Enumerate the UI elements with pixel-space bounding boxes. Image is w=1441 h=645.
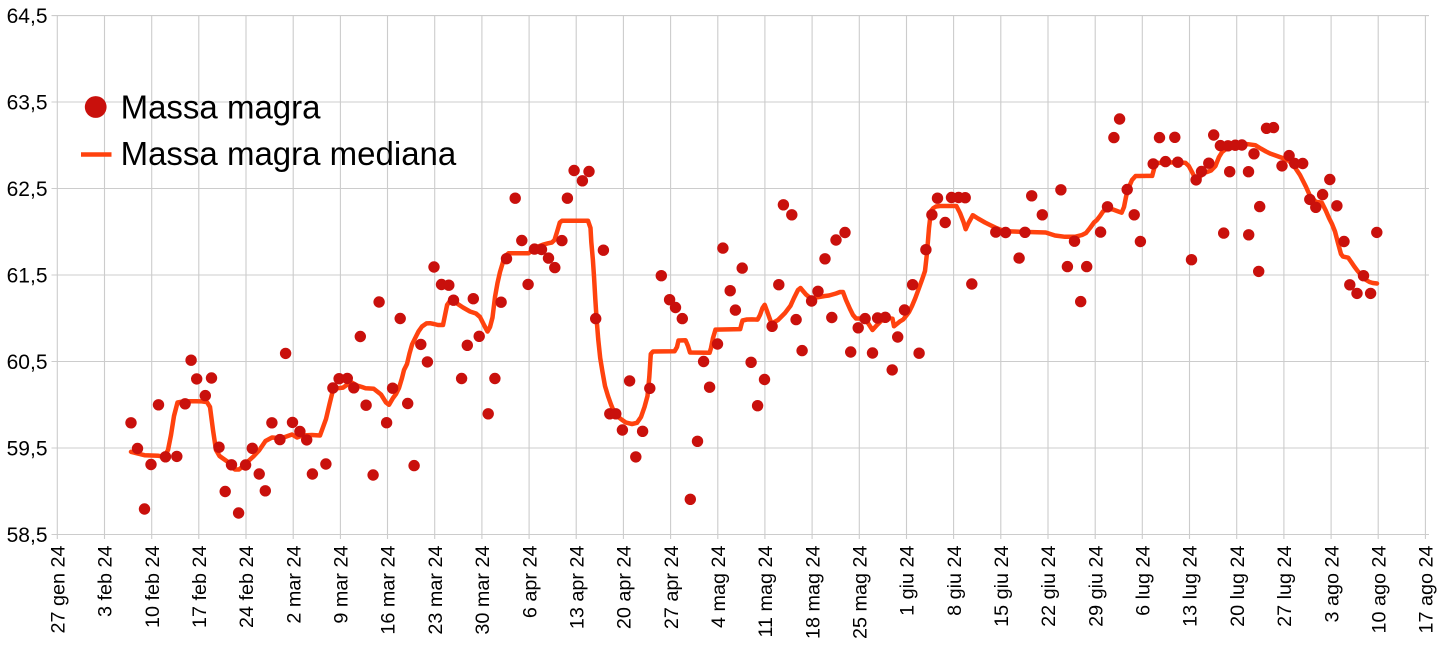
svg-text:9 mar 24: 9 mar 24 (331, 546, 353, 624)
svg-text:10 feb 24: 10 feb 24 (142, 546, 164, 629)
svg-text:24 feb 24: 24 feb 24 (236, 546, 258, 629)
svg-text:60,5: 60,5 (7, 351, 48, 374)
svg-text:13 lug 24: 13 lug 24 (1180, 546, 1202, 627)
svg-text:1 giu 24: 1 giu 24 (897, 546, 919, 616)
svg-text:29 giu 24: 29 giu 24 (1085, 546, 1107, 627)
svg-text:27 apr 24: 27 apr 24 (661, 546, 683, 630)
svg-text:6 lug 24: 6 lug 24 (1133, 546, 1155, 616)
svg-text:20 lug 24: 20 lug 24 (1227, 546, 1249, 627)
svg-text:61,5: 61,5 (7, 265, 48, 288)
svg-text:13 apr 24: 13 apr 24 (566, 546, 588, 630)
svg-text:2 mar 24: 2 mar 24 (283, 546, 305, 624)
svg-text:16 mar 24: 16 mar 24 (378, 546, 400, 635)
svg-text:Massa magra: Massa magra (121, 88, 322, 125)
svg-text:3 ago 24: 3 ago 24 (1321, 546, 1343, 623)
svg-text:18 mag 24: 18 mag 24 (802, 546, 824, 639)
svg-text:11 mag 24: 11 mag 24 (755, 546, 777, 638)
svg-text:3 feb 24: 3 feb 24 (95, 546, 117, 618)
svg-text:64,5: 64,5 (7, 5, 48, 28)
svg-text:20 apr 24: 20 apr 24 (614, 546, 636, 630)
svg-text:30 mar 24: 30 mar 24 (472, 546, 494, 635)
svg-text:25 mag 24: 25 mag 24 (850, 546, 872, 639)
svg-text:58,5: 58,5 (7, 524, 48, 547)
svg-text:15 giu 24: 15 giu 24 (991, 546, 1013, 627)
svg-text:59,5: 59,5 (7, 438, 48, 461)
svg-text:10 ago 24: 10 ago 24 (1368, 546, 1390, 634)
svg-text:17 feb 24: 17 feb 24 (189, 546, 211, 629)
svg-text:8 giu 24: 8 giu 24 (944, 546, 966, 616)
svg-text:63,5: 63,5 (7, 92, 48, 115)
svg-text:17 ago 24: 17 ago 24 (1416, 546, 1438, 634)
svg-text:27 gen 24: 27 gen 24 (48, 546, 70, 634)
svg-text:4 mag 24: 4 mag 24 (708, 546, 730, 628)
svg-text:6 apr 24: 6 apr 24 (519, 546, 541, 619)
svg-text:22 giu 24: 22 giu 24 (1038, 546, 1060, 627)
svg-text:Massa magra mediana: Massa magra mediana (121, 135, 457, 172)
svg-text:23 mar 24: 23 mar 24 (425, 546, 447, 635)
svg-text:62,5: 62,5 (7, 178, 48, 201)
svg-text:27 lug 24: 27 lug 24 (1274, 546, 1296, 627)
